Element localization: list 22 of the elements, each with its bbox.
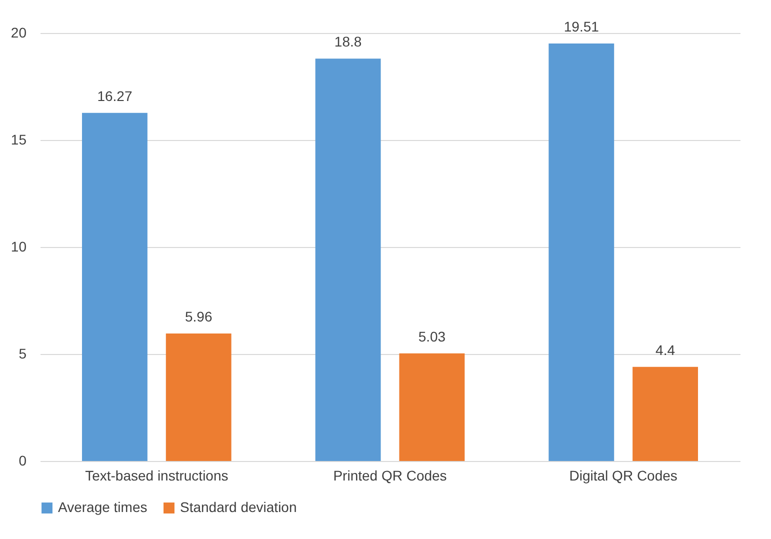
data-label: 16.27 [97, 88, 132, 104]
x-tick-label: Text-based instructions [85, 468, 228, 484]
bar [632, 366, 698, 461]
bar [399, 353, 465, 461]
data-label: 5.96 [184, 308, 212, 324]
legend-label: Average times [58, 499, 148, 515]
y-tick-label: 15 [10, 132, 27, 148]
x-tick-label: Digital QR Codes [569, 468, 678, 484]
bar [166, 333, 232, 461]
y-tick-label: 5 [18, 346, 27, 362]
data-label: 4.4 [656, 342, 676, 358]
y-tick-label: 0 [18, 452, 27, 468]
bar [315, 58, 381, 461]
bar [82, 112, 148, 461]
y-tick-label: 10 [10, 238, 27, 254]
data-label: 5.03 [418, 328, 446, 344]
data-label: 19.51 [564, 18, 600, 34]
data-label: 18.8 [334, 34, 362, 50]
x-tick-label: Printed QR Codes [333, 468, 447, 484]
legend-label: Standard deviation [180, 499, 297, 515]
bar [548, 43, 614, 461]
y-tick-label: 20 [10, 24, 27, 40]
